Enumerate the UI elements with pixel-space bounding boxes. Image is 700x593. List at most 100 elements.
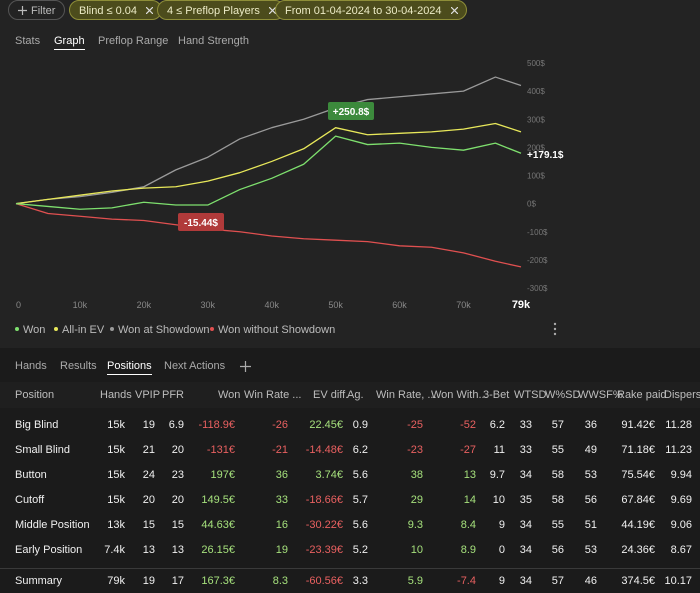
column-header[interactable]: Dispersio xyxy=(664,389,700,401)
tab[interactable]: Hand Strength xyxy=(178,35,249,47)
cell: 53 xyxy=(584,544,597,556)
cell: 56 xyxy=(551,544,564,556)
tab[interactable]: Results xyxy=(60,360,97,372)
cell: 15k xyxy=(107,494,125,506)
cell: 11.23 xyxy=(665,444,692,456)
cell: 51 xyxy=(584,519,597,531)
y-tick-label: 100$ xyxy=(527,172,545,181)
cell: 8.67 xyxy=(670,544,692,556)
filter-chip[interactable]: Blind ≤ 0.04 xyxy=(69,0,163,20)
legend-item[interactable]: All-in EV xyxy=(54,324,104,336)
cell: -118.9€ xyxy=(198,419,236,431)
column-header[interactable]: Rake paid xyxy=(617,389,667,401)
cell: 34 xyxy=(519,519,532,531)
legend-label: Won at Showdown xyxy=(118,324,210,336)
cell: 167.3€ xyxy=(201,575,235,587)
cell: 38 xyxy=(410,469,423,481)
cell: 8.3 xyxy=(272,575,288,587)
column-header[interactable]: VPIP xyxy=(135,389,161,401)
cell: 19 xyxy=(275,544,288,556)
cell: 22.45€ xyxy=(309,419,343,431)
filter-label: Filter xyxy=(31,5,56,17)
cell: 46 xyxy=(584,575,597,587)
cell: 58 xyxy=(551,494,564,506)
cell: 149.5€ xyxy=(201,494,235,506)
tab[interactable]: Preflop Range xyxy=(98,35,169,47)
column-header[interactable]: WTSD xyxy=(514,389,547,401)
cell: 15 xyxy=(171,519,184,531)
column-header[interactable]: Won xyxy=(218,389,241,401)
column-header[interactable]: Position xyxy=(15,389,55,401)
series-line xyxy=(15,135,522,210)
legend-item[interactable]: Won without Showdown xyxy=(210,324,335,336)
cell: 16 xyxy=(275,519,288,531)
tab[interactable]: Stats xyxy=(15,35,41,47)
cell: 13 xyxy=(171,544,184,556)
cell: 49 xyxy=(584,444,597,456)
legend-dot xyxy=(210,327,214,331)
cell: 91.42€ xyxy=(621,419,655,431)
column-header[interactable]: 3-Bet xyxy=(483,389,510,401)
cell: -131€ xyxy=(206,444,235,456)
cell: 9.69 xyxy=(670,494,692,506)
cell: 75.54€ xyxy=(621,469,655,481)
tab[interactable]: Positions xyxy=(107,360,152,375)
cell: 36 xyxy=(584,419,597,431)
column-header[interactable]: Win Rate ... xyxy=(244,389,302,401)
cell: 33 xyxy=(519,444,532,456)
y-tick-label: 300$ xyxy=(527,115,545,124)
annotation: -15.44$ xyxy=(184,218,218,229)
filter-button[interactable]: Filter xyxy=(8,0,66,20)
cell: 15k xyxy=(107,469,125,481)
annotation: +179.1$ xyxy=(527,150,564,161)
cell: 35 xyxy=(519,494,532,506)
column-header[interactable]: Ag. xyxy=(347,389,364,401)
cell: -14.48€ xyxy=(305,444,343,456)
tab[interactable]: Graph xyxy=(54,35,85,50)
add-tab-icon[interactable] xyxy=(240,361,251,372)
x-tick-label: 30k xyxy=(201,300,216,310)
cell: 56 xyxy=(584,494,597,506)
cell: 10 xyxy=(492,494,505,506)
column-header[interactable]: Win Rate, ... xyxy=(376,389,437,401)
column-header[interactable]: WWSF% xyxy=(578,389,623,401)
column-header[interactable]: EV diff. xyxy=(313,389,349,401)
cell: 44.63€ xyxy=(201,519,235,531)
cell: 5.6 xyxy=(352,519,368,531)
close-icon[interactable] xyxy=(146,7,154,14)
cell: 3.74€ xyxy=(315,469,343,481)
series-line xyxy=(15,203,522,268)
tab[interactable]: Hands xyxy=(15,360,47,372)
column-header[interactable]: Won With... xyxy=(431,389,488,401)
cell: 5.6 xyxy=(352,469,368,481)
cell: 9 xyxy=(498,575,505,587)
column-header[interactable]: PFR xyxy=(162,389,184,401)
cell: -52 xyxy=(460,419,476,431)
cell: -7.4 xyxy=(457,575,476,587)
cell: 15k xyxy=(107,444,125,456)
plus-icon xyxy=(18,6,27,15)
x-tick-label: 70k xyxy=(456,300,471,310)
legend-dot xyxy=(15,327,19,331)
cell: 10 xyxy=(410,544,423,556)
cell: 67.84€ xyxy=(621,494,655,506)
filter-chip[interactable]: 4 ≤ Preflop Players xyxy=(157,0,285,20)
column-header[interactable]: W%SD xyxy=(545,389,581,401)
legend-item[interactable]: Won xyxy=(15,324,45,336)
series-line xyxy=(15,76,522,205)
tab[interactable]: Next Actions xyxy=(164,360,226,372)
x-tick-label: 79k xyxy=(512,299,531,311)
close-icon[interactable] xyxy=(450,7,458,14)
menu-icon[interactable] xyxy=(552,322,558,336)
legend-item[interactable]: Won at Showdown xyxy=(110,324,210,336)
column-header[interactable]: Hands xyxy=(100,389,132,401)
row-label: Small Blind xyxy=(15,444,71,456)
cell: 13k xyxy=(107,519,125,531)
cell: 9.7 xyxy=(489,469,505,481)
cell: 20 xyxy=(171,494,184,506)
cell: -25 xyxy=(407,419,423,431)
cell: 17 xyxy=(171,575,184,587)
filter-chip[interactable]: From 01-04-2024 to 30-04-2024 xyxy=(275,0,467,20)
cell: 57 xyxy=(551,419,564,431)
cell: 0 xyxy=(498,544,505,556)
